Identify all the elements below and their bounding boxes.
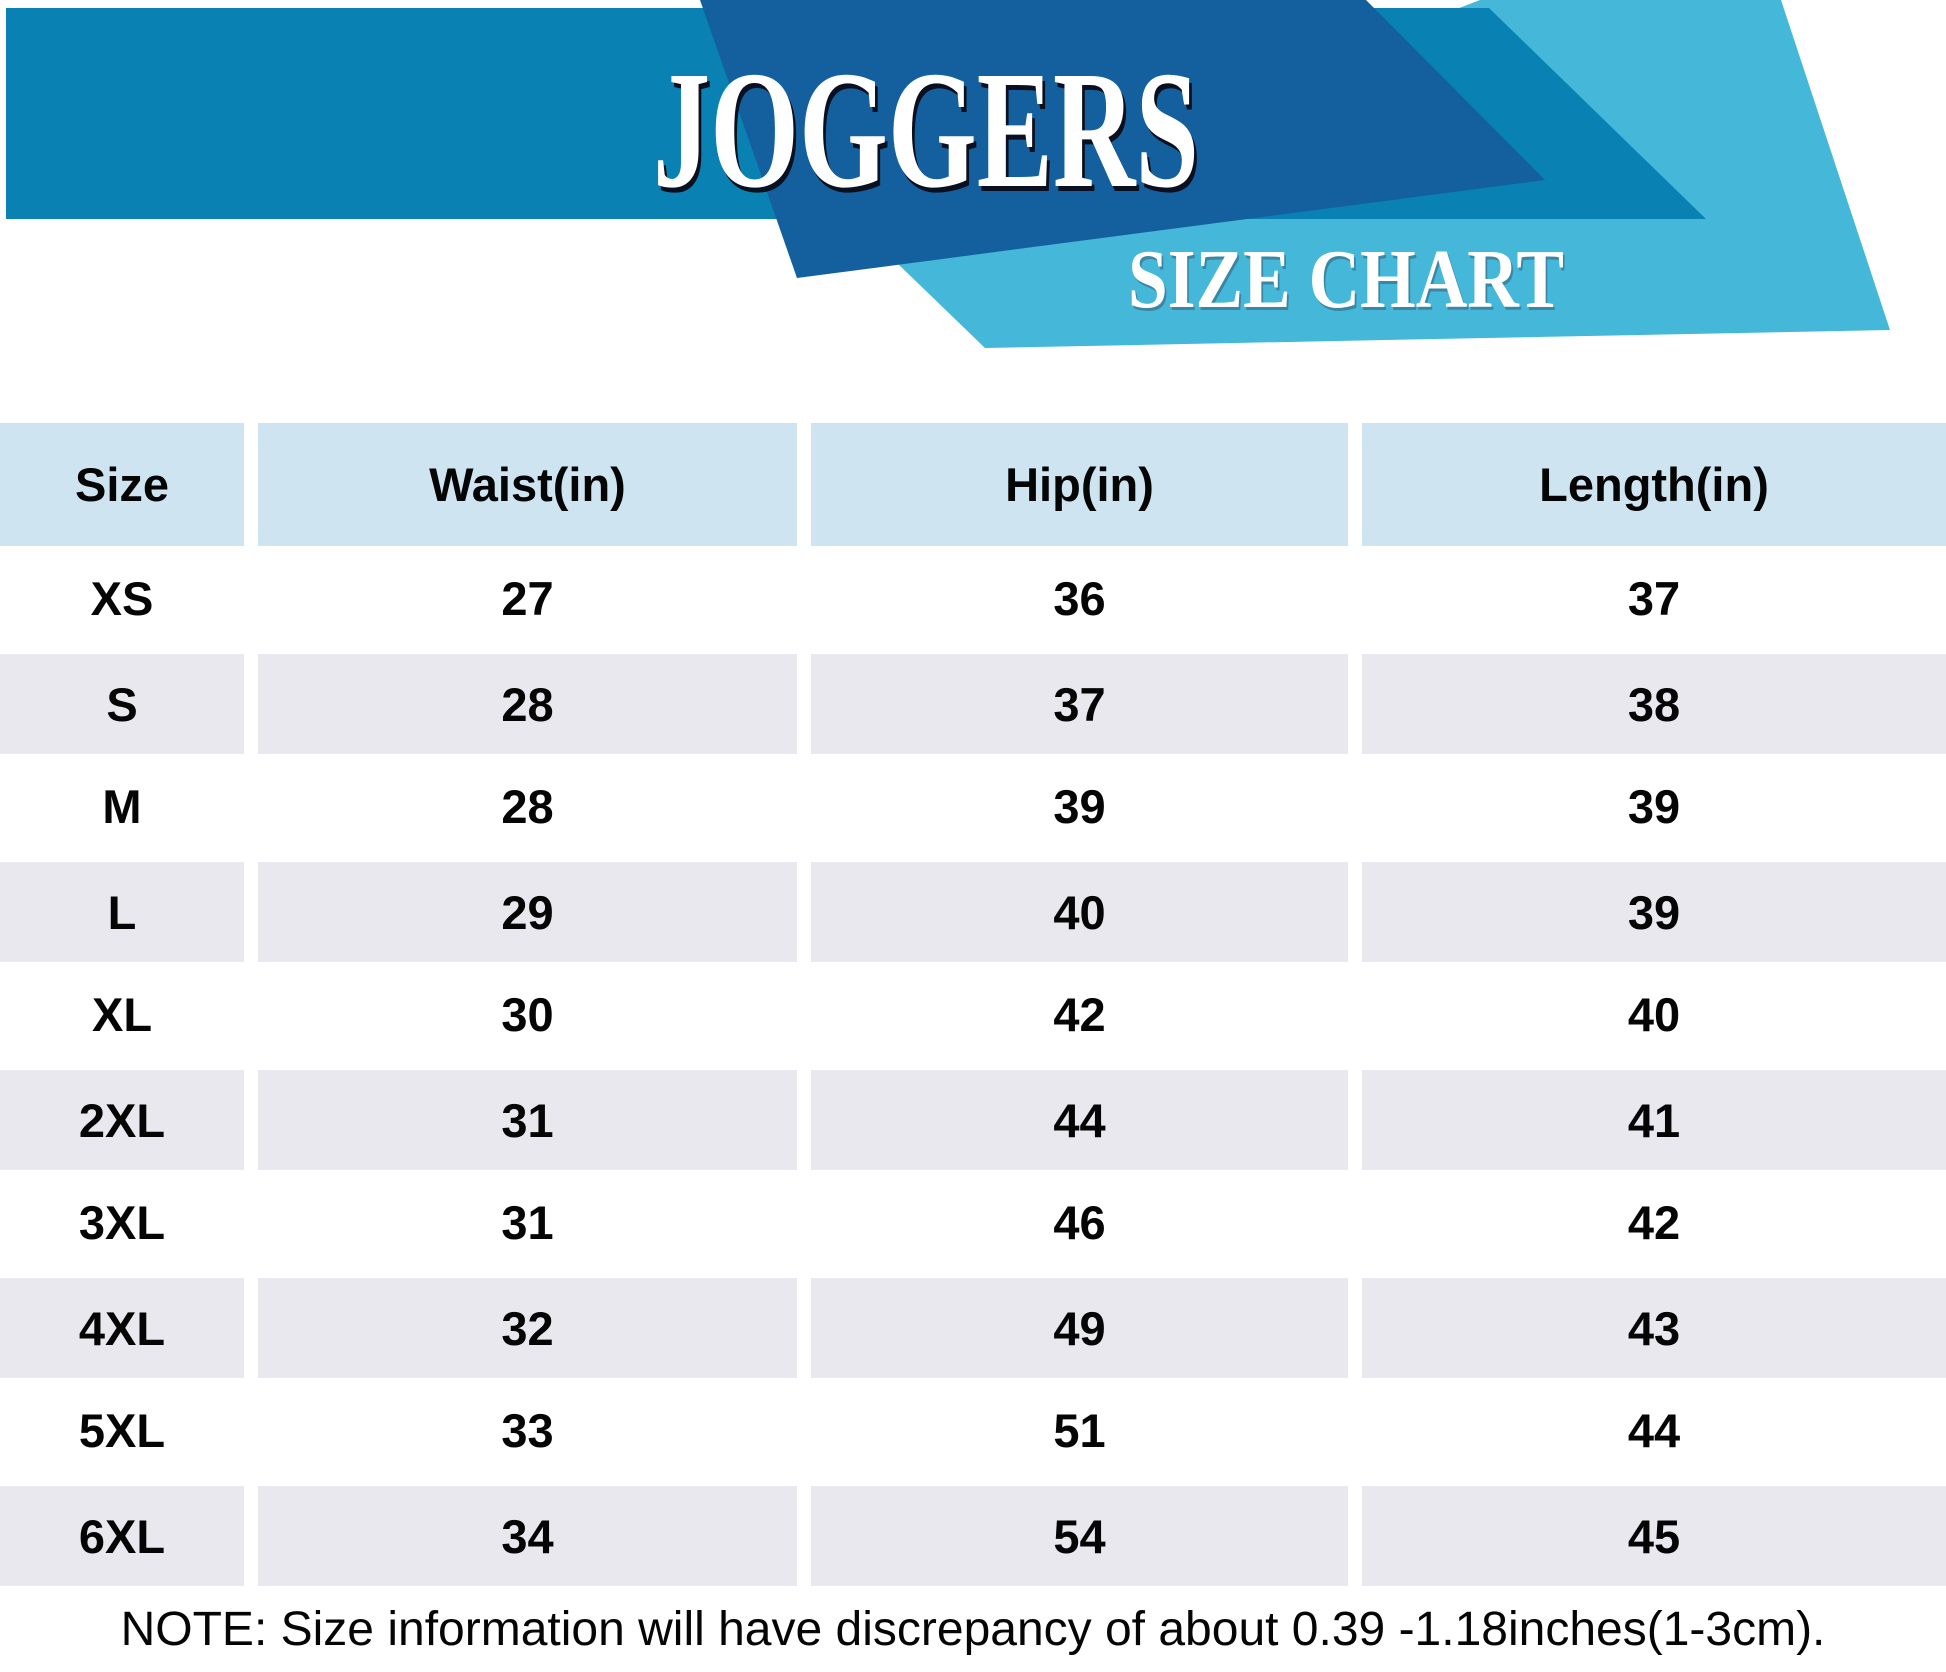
product-title: JOGGERS [653, 37, 1199, 223]
value-cell: 38 [1362, 650, 1946, 754]
size-cell: M [0, 754, 244, 858]
column-header-waist: Waist(in) [258, 423, 797, 546]
value-cell: 42 [811, 962, 1348, 1066]
note-text: NOTE: Size information will have discrep… [120, 1603, 1826, 1656]
table-row: 5XL 33 51 44 [0, 1378, 1946, 1482]
value-cell: 51 [811, 1378, 1348, 1482]
size-cell: L [0, 858, 244, 962]
value-cell: 41 [1362, 1066, 1946, 1170]
banner: JOGGERS SIZE CHART [0, 0, 1946, 360]
size-cell: 6XL [0, 1482, 244, 1586]
size-cell: 4XL [0, 1274, 244, 1378]
table-row: 2XL 31 44 41 [0, 1066, 1946, 1170]
size-cell: XL [0, 962, 244, 1066]
value-cell: 39 [1362, 858, 1946, 962]
column-header-length: Length(in) [1362, 423, 1946, 546]
value-cell: 28 [258, 754, 797, 858]
value-cell: 31 [258, 1170, 797, 1274]
size-cell: 2XL [0, 1066, 244, 1170]
value-cell: 43 [1362, 1274, 1946, 1378]
value-cell: 40 [1362, 962, 1946, 1066]
value-cell: 40 [811, 858, 1348, 962]
size-table: Size Waist(in) Hip(in) Length(in) XS 27 36… [0, 423, 1946, 1586]
table-body: XS 27 36 37 S 28 37 38 M 28 39 39 L 29 40 39 XL 30 42 40 2XL… [0, 546, 1946, 1586]
value-cell: 37 [811, 650, 1348, 754]
value-cell: 39 [811, 754, 1348, 858]
value-cell: 45 [1362, 1482, 1946, 1586]
value-cell: 36 [811, 546, 1348, 650]
banner-subtitle: SIZE CHART [1128, 233, 1564, 326]
value-cell: 32 [258, 1274, 797, 1378]
value-cell: 39 [1362, 754, 1946, 858]
value-cell: 27 [258, 546, 797, 650]
table-row: XL 30 42 40 [0, 962, 1946, 1066]
value-cell: 54 [811, 1482, 1348, 1586]
value-cell: 28 [258, 650, 797, 754]
table-row: 3XL 31 46 42 [0, 1170, 1946, 1274]
value-cell: 29 [258, 858, 797, 962]
size-cell: 5XL [0, 1378, 244, 1482]
value-cell: 37 [1362, 546, 1946, 650]
table-row: 4XL 32 49 43 [0, 1274, 1946, 1378]
table-header-row: Size Waist(in) Hip(in) Length(in) [0, 423, 1946, 546]
size-cell: S [0, 650, 244, 754]
value-cell: 34 [258, 1482, 797, 1586]
table-row: L 29 40 39 [0, 858, 1946, 962]
column-header-size: Size [0, 423, 244, 546]
value-cell: 33 [258, 1378, 797, 1482]
table-row: XS 27 36 37 [0, 546, 1946, 650]
value-cell: 49 [811, 1274, 1348, 1378]
value-cell: 30 [258, 962, 797, 1066]
value-cell: 31 [258, 1066, 797, 1170]
column-header-hip: Hip(in) [811, 423, 1348, 546]
value-cell: 46 [811, 1170, 1348, 1274]
size-cell: XS [0, 546, 244, 650]
table-row: S 28 37 38 [0, 650, 1946, 754]
table-row: 6XL 34 54 45 [0, 1482, 1946, 1586]
size-cell: 3XL [0, 1170, 244, 1274]
value-cell: 42 [1362, 1170, 1946, 1274]
table-row: M 28 39 39 [0, 754, 1946, 858]
value-cell: 44 [811, 1066, 1348, 1170]
value-cell: 44 [1362, 1378, 1946, 1482]
